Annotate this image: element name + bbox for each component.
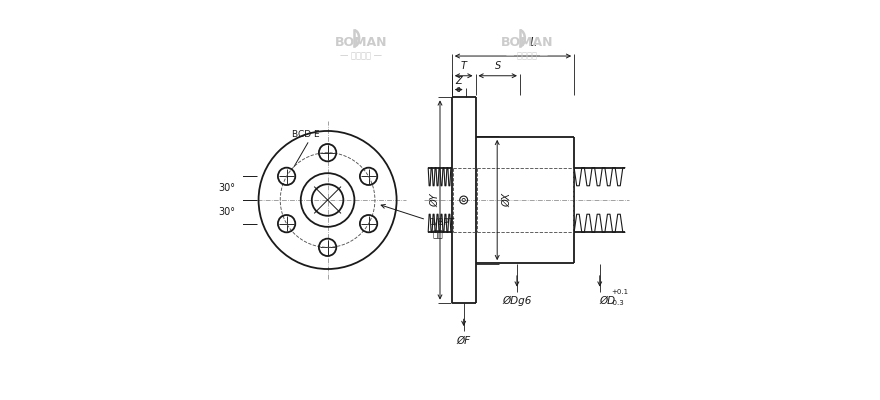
Text: L: L	[530, 36, 536, 49]
Text: ØY: ØY	[429, 193, 440, 207]
Text: ØX: ØX	[502, 193, 512, 207]
Text: 30°: 30°	[218, 207, 235, 217]
Text: Z: Z	[456, 76, 462, 86]
Text: BOMAN: BOMAN	[501, 36, 553, 49]
Text: +0.1: +0.1	[611, 289, 628, 295]
Text: S: S	[495, 61, 501, 71]
Text: T: T	[460, 61, 466, 71]
Text: ØF: ØF	[457, 336, 471, 346]
Text: 油孔: 油孔	[432, 230, 443, 239]
Text: ØD: ØD	[600, 296, 616, 306]
Text: — 勃驱工业 —: — 勃驱工业 —	[340, 52, 382, 60]
Text: 30°: 30°	[218, 183, 235, 193]
Text: -0.3: -0.3	[611, 300, 625, 306]
Text: BOMAN: BOMAN	[335, 36, 387, 49]
Text: 1/8PT: 1/8PT	[430, 217, 455, 226]
Text: BCD E: BCD E	[292, 130, 319, 139]
Text: — 勃驱工业 —: — 勃驱工业 —	[506, 52, 547, 60]
Text: ØDg6: ØDg6	[502, 296, 532, 306]
